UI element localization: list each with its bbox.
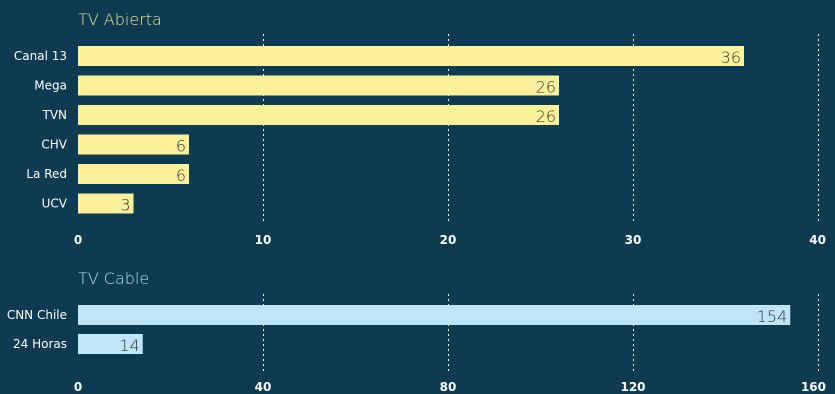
value-label-cable-0: 154: [757, 307, 788, 326]
value-label-cable-1: 14: [119, 336, 139, 355]
bar-abierta-4: [78, 164, 189, 184]
category-label-abierta-2: TVN: [41, 108, 67, 122]
chart-panel-tv-cable: CNN Chile 154 24 Horas 14 0 40 80 120 160: [7, 294, 826, 394]
category-label-cable-0: CNN Chile: [7, 308, 67, 322]
tick-label-cable-2: 80: [440, 380, 457, 394]
tick-label-abierta-0: 0: [74, 233, 82, 247]
value-label-abierta-5: 3: [120, 196, 130, 215]
tick-label-cable-3: 120: [620, 380, 645, 394]
bar-abierta-3: [78, 134, 189, 155]
bar-abierta-2: [78, 105, 559, 125]
tick-label-cable-1: 40: [255, 380, 272, 394]
value-label-abierta-3: 6: [176, 137, 186, 156]
value-label-abierta-1: 26: [536, 78, 556, 97]
category-label-abierta-3: CHV: [41, 138, 67, 152]
bar-abierta-0: [78, 46, 744, 66]
bar-cable-0: [78, 305, 791, 325]
tick-label-abierta-4: 40: [809, 233, 826, 247]
category-label-abierta-1: Mega: [34, 79, 67, 93]
tick-label-cable-0: 0: [74, 380, 82, 394]
category-label-cable-1: 24 Horas: [13, 337, 67, 351]
category-label-abierta-5: UCV: [42, 197, 68, 211]
panel-title-tv-cable: TV Cable: [78, 269, 149, 288]
value-label-abierta-4: 6: [176, 166, 186, 185]
category-label-abierta-4: La Red: [26, 167, 67, 181]
tick-label-abierta-1: 10: [255, 233, 272, 247]
bar-cable-1: [78, 334, 143, 354]
tick-label-cable-4: 160: [801, 380, 826, 394]
panel-title-tv-abierta: TV Abierta: [78, 10, 162, 29]
value-label-abierta-2: 26: [536, 107, 556, 126]
category-label-abierta-0: Canal 13: [14, 49, 67, 63]
bar-abierta-5: [78, 193, 134, 214]
bar-abierta-1: [78, 75, 559, 96]
value-label-abierta-0: 36: [721, 48, 741, 67]
tick-label-abierta-3: 30: [625, 233, 642, 247]
tick-label-abierta-2: 20: [440, 233, 457, 247]
